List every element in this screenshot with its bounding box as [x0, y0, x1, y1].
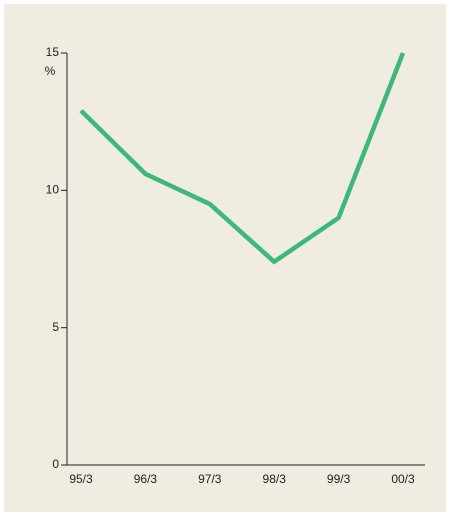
y-axis-label: % — [45, 64, 56, 78]
x-tick-label: 95/3 — [69, 472, 93, 486]
x-tick-label: 00/3 — [391, 472, 415, 486]
x-tick-label: 98/3 — [263, 472, 287, 486]
line-series — [79, 52, 406, 265]
y-tick-label: 10 — [46, 183, 60, 197]
y-tick-label: 5 — [52, 320, 59, 334]
x-tick-label: 96/3 — [134, 472, 158, 486]
chart-background — [4, 4, 446, 512]
x-tick-label: 99/3 — [327, 472, 351, 486]
y-tick-label: 0 — [52, 457, 59, 471]
y-tick-label: 15 — [46, 45, 60, 59]
x-tick-label: 97/3 — [198, 472, 222, 486]
